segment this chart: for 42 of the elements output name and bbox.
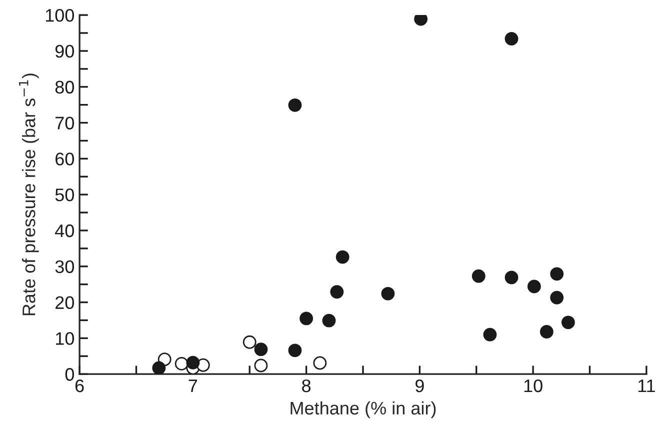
point bbox=[313, 356, 327, 370]
y-tick-label: 100 bbox=[46, 8, 74, 22]
point bbox=[254, 358, 268, 372]
point bbox=[254, 342, 268, 356]
point bbox=[527, 280, 541, 294]
y-tick-label: 90 bbox=[55, 44, 74, 58]
point bbox=[381, 286, 395, 300]
point bbox=[336, 250, 350, 264]
point bbox=[550, 290, 564, 304]
point bbox=[483, 328, 497, 342]
x-tick-label: 10 bbox=[524, 379, 542, 392]
point bbox=[152, 361, 166, 374]
x-tick-label: 8 bbox=[302, 379, 311, 392]
point bbox=[288, 98, 302, 112]
y-tick-label: 20 bbox=[56, 296, 74, 310]
y-tick-label: 70 bbox=[56, 116, 74, 130]
point bbox=[550, 267, 564, 281]
point bbox=[322, 314, 336, 328]
y-axis-title: Rate of pressure rise (bar s$^{−1}$) bbox=[18, 74, 39, 316]
y-tick-label: 10 bbox=[56, 332, 74, 345]
y-tick-label: 50 bbox=[55, 188, 74, 202]
point bbox=[540, 325, 554, 338]
y-tick-label: 40 bbox=[55, 224, 74, 238]
point bbox=[504, 32, 518, 46]
x-axis-title: Methane (% in air) bbox=[290, 401, 436, 418]
point bbox=[561, 316, 575, 330]
point bbox=[288, 344, 302, 358]
x-tick-label: 11 bbox=[638, 380, 655, 392]
x-tick-label: 9 bbox=[416, 379, 424, 392]
y-tick-label: 0 bbox=[65, 368, 74, 381]
point bbox=[330, 285, 344, 299]
point bbox=[472, 269, 486, 283]
x-tick-label: 7 bbox=[188, 380, 198, 392]
point bbox=[186, 356, 200, 370]
point bbox=[174, 356, 188, 370]
point bbox=[300, 312, 314, 326]
y-tick-label: 80 bbox=[55, 80, 74, 94]
point bbox=[504, 270, 518, 284]
y-tick-label: 30 bbox=[55, 260, 74, 274]
y-tick-label: 60 bbox=[56, 152, 74, 166]
x-tick-label: 6 bbox=[75, 379, 84, 392]
point bbox=[242, 335, 256, 349]
